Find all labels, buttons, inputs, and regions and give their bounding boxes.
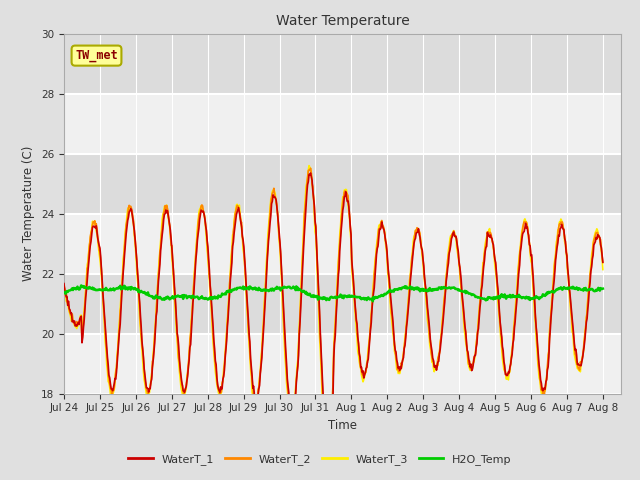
Legend: WaterT_1, WaterT_2, WaterT_3, H2O_Temp: WaterT_1, WaterT_2, WaterT_3, H2O_Temp <box>124 450 516 469</box>
WaterT_2 <box>599 260 607 265</box>
WaterT_2 <box>125 203 133 208</box>
H2O_Temp <box>599 286 607 291</box>
Line: WaterT_2: WaterT_2 <box>64 168 603 446</box>
WaterT_1 <box>209 313 216 319</box>
WaterT_1 <box>180 388 188 394</box>
WaterT_1 <box>125 209 133 215</box>
Line: H2O_Temp: H2O_Temp <box>64 286 603 301</box>
WaterT_2 <box>401 344 408 350</box>
Bar <box>64 334 621 394</box>
WaterT_3 <box>70 318 77 324</box>
WaterT_3 <box>416 232 424 238</box>
Text: TW_met: TW_met <box>75 49 118 62</box>
WaterT_1 <box>70 320 77 325</box>
WaterT_2 <box>323 444 331 449</box>
Bar <box>64 274 621 334</box>
Line: WaterT_1: WaterT_1 <box>64 173 603 445</box>
WaterT_2 <box>307 165 314 171</box>
WaterT_1 <box>416 234 424 240</box>
Bar <box>64 34 621 94</box>
Bar <box>64 94 621 154</box>
Bar <box>64 214 621 274</box>
Line: WaterT_3: WaterT_3 <box>64 166 603 453</box>
Y-axis label: Water Temperature (C): Water Temperature (C) <box>22 146 35 281</box>
WaterT_1 <box>60 281 68 287</box>
Title: Water Temperature: Water Temperature <box>276 14 409 28</box>
H2O_Temp <box>60 289 68 295</box>
WaterT_1 <box>324 442 332 448</box>
WaterT_2 <box>60 284 68 289</box>
WaterT_3 <box>599 267 607 273</box>
X-axis label: Time: Time <box>328 419 357 432</box>
H2O_Temp <box>181 293 189 299</box>
H2O_Temp <box>126 285 134 290</box>
H2O_Temp <box>369 299 376 304</box>
H2O_Temp <box>416 288 424 294</box>
WaterT_1 <box>401 346 408 351</box>
WaterT_2 <box>70 321 77 326</box>
WaterT_2 <box>209 318 216 324</box>
H2O_Temp <box>70 285 77 291</box>
H2O_Temp <box>77 283 85 288</box>
H2O_Temp <box>209 296 217 301</box>
WaterT_2 <box>180 391 188 397</box>
WaterT_3 <box>125 204 133 210</box>
WaterT_1 <box>307 170 314 176</box>
WaterT_3 <box>305 163 313 168</box>
WaterT_3 <box>323 450 330 456</box>
H2O_Temp <box>401 285 408 290</box>
WaterT_3 <box>60 282 68 288</box>
WaterT_3 <box>209 328 216 334</box>
WaterT_1 <box>599 259 607 265</box>
WaterT_2 <box>416 230 424 236</box>
Bar <box>64 154 621 214</box>
WaterT_3 <box>180 395 188 400</box>
WaterT_3 <box>401 345 408 350</box>
